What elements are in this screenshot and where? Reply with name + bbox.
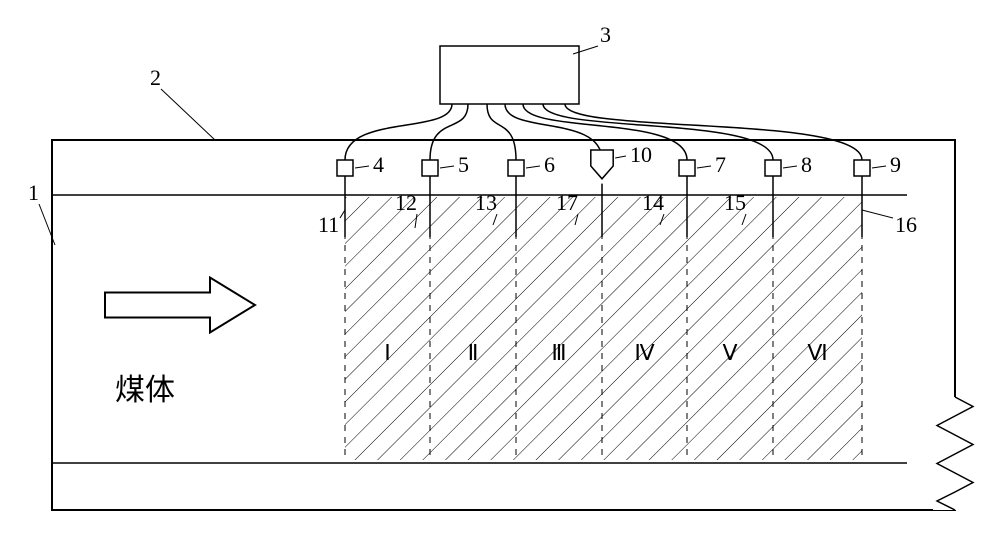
node-8 — [765, 160, 781, 176]
zone-label-VI: Ⅵ — [807, 340, 827, 365]
node-5 — [422, 160, 438, 176]
callout-14: 14 — [642, 190, 664, 215]
zone-label-V: Ⅴ — [722, 340, 737, 365]
zone-label-I: Ⅰ — [384, 340, 391, 365]
callout-11: 11 — [318, 212, 339, 237]
zone-III — [516, 197, 602, 460]
node-label-9: 9 — [890, 152, 901, 177]
node-label-6: 6 — [544, 152, 555, 177]
controller-box — [440, 46, 579, 104]
node-9 — [854, 160, 870, 176]
node-label-8: 8 — [801, 152, 812, 177]
callout-12: 12 — [395, 190, 417, 215]
node-label-5: 5 — [458, 152, 469, 177]
zone-VI — [773, 197, 862, 460]
node-label-10: 10 — [630, 142, 652, 167]
zone-label-II: Ⅱ — [468, 340, 479, 365]
node-label-4: 4 — [373, 152, 384, 177]
callout-13: 13 — [475, 190, 497, 215]
zone-II — [430, 197, 516, 460]
node-6 — [508, 160, 524, 176]
callout-1: 1 — [28, 180, 39, 205]
zone-V — [687, 197, 773, 460]
node-4 — [337, 160, 353, 176]
callout-3: 3 — [600, 22, 611, 47]
zone-label-IV: Ⅳ — [634, 340, 655, 365]
callout-17: 17 — [556, 190, 578, 215]
callout-15: 15 — [724, 190, 746, 215]
callout-2: 2 — [150, 65, 161, 90]
node-label-7: 7 — [715, 152, 726, 177]
callout-16: 16 — [895, 212, 917, 237]
zone-label-III: Ⅲ — [551, 340, 566, 365]
node-7 — [679, 160, 695, 176]
zone-IV — [602, 197, 687, 460]
coal-body-label: 煤体 — [115, 374, 175, 407]
zone-I — [345, 197, 430, 460]
